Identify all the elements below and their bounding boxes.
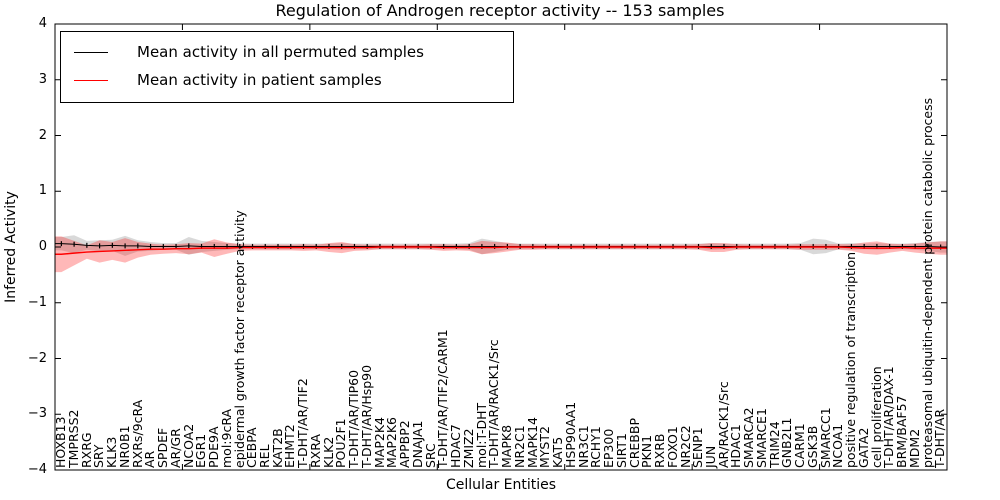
y-tick-label: −2	[27, 350, 47, 366]
y-tick-label: 4	[38, 16, 47, 31]
y-tick-label: −3	[27, 406, 47, 422]
y-tick-label: 1	[38, 183, 47, 199]
chart-title: Regulation of Androgen receptor activity…	[275, 1, 725, 20]
y-tick-label: −4	[27, 462, 47, 477]
legend-line-patient-icon	[74, 79, 108, 81]
x-axis-label: Cellular Entities	[445, 477, 557, 493]
legend-item-permuted: Mean activity in all permuted samples	[61, 38, 513, 66]
y-tick-label: 0	[38, 239, 47, 254]
y-tick-label: 3	[38, 71, 47, 87]
x-tick-label: T-DHT/AR	[932, 408, 948, 468]
legend-line-permuted-icon	[74, 51, 108, 53]
legend: Mean activity in all permuted samples Me…	[60, 31, 514, 103]
y-tick-label: 2	[38, 127, 47, 143]
legend-label-patient: Mean activity in patient samples	[137, 71, 382, 89]
y-tick-label: −1	[27, 294, 47, 310]
patient-mean-line	[55, 246, 947, 255]
legend-label-permuted: Mean activity in all permuted samples	[137, 43, 424, 61]
permuted-std-band	[55, 235, 947, 256]
legend-item-patient: Mean activity in patient samples	[61, 66, 513, 94]
